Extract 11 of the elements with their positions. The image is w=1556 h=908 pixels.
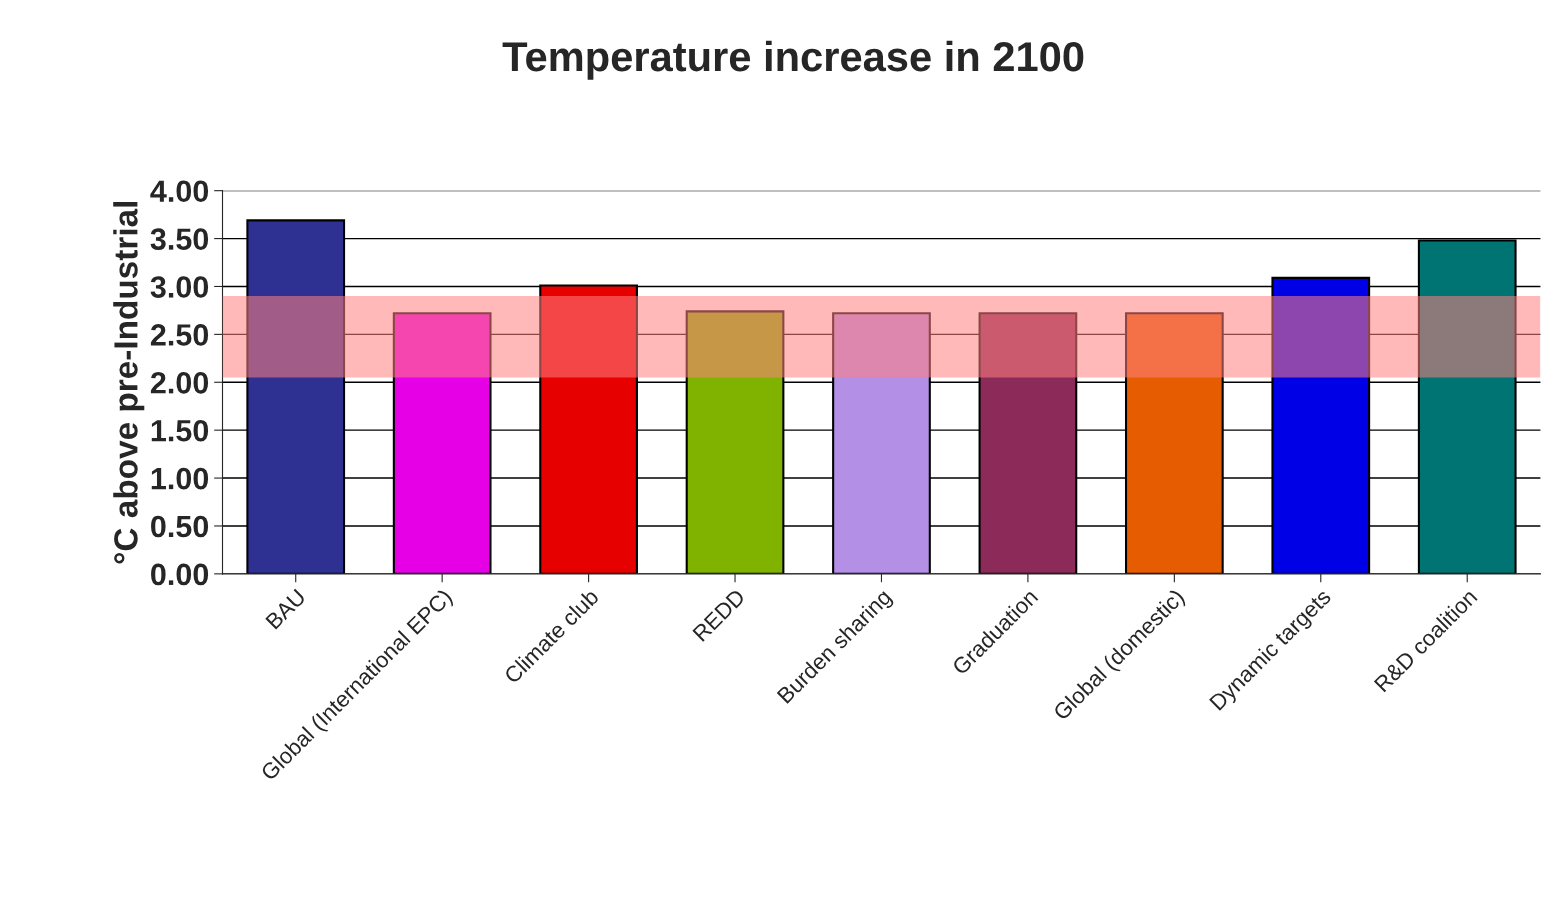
y-tick-label: 1.50 [151, 419, 209, 442]
y-tick-label: 2.00 [150, 372, 209, 394]
y-tick-label: 3.00 [150, 276, 209, 298]
y-tick-label: 4.00 [150, 180, 209, 203]
y-tick-label: 3.50 [150, 228, 209, 250]
y-tick-label: 0.50 [151, 515, 209, 538]
chart-title: Temperature increase in 2100 [502, 40, 1084, 80]
y-tick-label: 2.50 [150, 324, 209, 346]
y-tick-label: 1.00 [151, 467, 209, 490]
y-tick-label: 0.00 [151, 563, 209, 586]
y-axis-title: °C above pre-Industrial [113, 201, 145, 564]
